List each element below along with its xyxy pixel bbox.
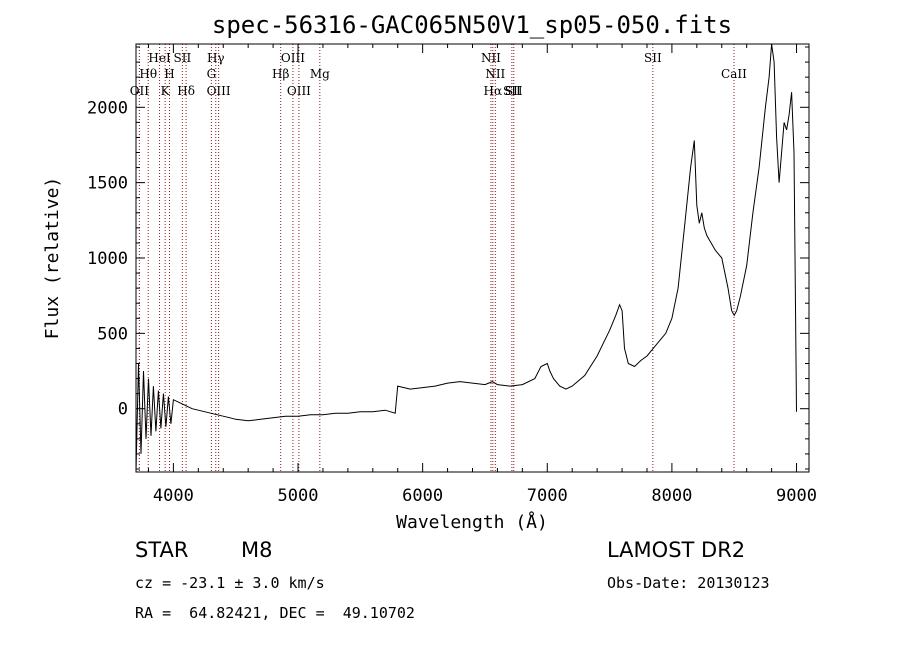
line-label-SII: SII [174,51,192,65]
y-axis-label: Flux (relative) [42,177,63,340]
plot-frame [135,43,810,473]
y-tick-label: 1000 [87,249,128,269]
survey-name: LAMOST DR2 [607,538,746,562]
chart-title: spec-56316-GAC065N50V1_sp05-050.fits [212,11,732,39]
x-tick-label: 8000 [651,486,692,506]
x-tick-label: 6000 [402,486,443,506]
line-label-NII: NII [485,67,505,81]
line-label-Hβ: Hβ [272,67,289,81]
line-label-G: G [207,67,217,81]
line-label-HeI: HeI [148,51,171,65]
line-label-OIII: OIII [207,84,231,98]
line-label-H: H [164,67,174,81]
line-label-CaII: CaII [721,67,747,81]
redshift-velocity: cz = -23.1 ± 3.0 km/s [135,574,325,592]
line-label-Hγ: Hγ [207,51,225,65]
y-tick-label: 0 [118,400,128,420]
x-tick-label: 9000 [776,486,817,506]
spectral-line-labels: OIIHθHeIKHSIIHδHγGOIIIHβOIIIOIIIMgNIINII… [130,51,747,98]
object-subclass: M8 [241,538,273,562]
line-label-OIII: OIII [281,51,305,65]
observation-date: Obs-Date: 20130123 [607,574,770,592]
y-tick-label: 2000 [87,98,128,118]
line-label-Mg: Mg [310,67,330,81]
line-label-SII: SII [503,84,521,98]
coordinates: RA = 64.82421, DEC = 49.10702 [135,604,415,622]
line-label-Hθ: Hθ [139,67,157,81]
line-label-OIII: OIII [287,84,311,98]
y-tick-label: 500 [97,324,128,344]
x-tick-label: 4000 [153,486,194,506]
line-label-Hδ: Hδ [177,84,195,98]
line-label-K: K [161,84,171,98]
x-tick-label: 5000 [278,486,319,506]
line-label-SII: SII [505,84,523,98]
object-class: STAR [135,538,189,562]
y-axis: 0 500 1000 1500 2000 [87,46,809,470]
line-label-OII: OII [130,84,150,98]
x-axis: 4000 5000 6000 7000 8000 9000 [147,44,817,506]
line-label-NII: NII [481,51,501,65]
line-label-SII: SII [644,51,662,65]
x-tick-label: 7000 [527,486,568,506]
line-label-Hα: Hα [484,84,503,98]
x-axis-label: Wavelength (Å) [396,511,548,533]
spectrum-line [135,43,797,473]
spectral-line-markers [138,44,735,472]
y-tick-label: 1500 [87,174,128,194]
